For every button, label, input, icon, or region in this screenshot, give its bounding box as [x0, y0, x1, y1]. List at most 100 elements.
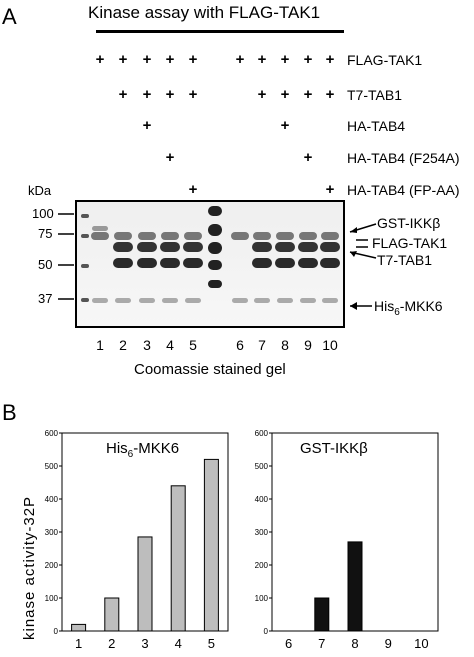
plus-sign: +: [142, 51, 152, 68]
mkk6-prefix: His: [374, 298, 395, 314]
row-label-t7-tab1: T7-TAB1: [347, 87, 402, 103]
bar: [104, 597, 120, 632]
chart-gst-ikkb: 0 100 200 300 400 500 600 6 7 8 9 10: [255, 429, 439, 651]
y-axis-label-main: kinase activity-: [21, 525, 38, 640]
gel-band: [113, 242, 133, 252]
gel-band: [253, 232, 271, 240]
x-tick-label: 2: [108, 636, 115, 651]
gel-band: [252, 258, 272, 268]
gel-band: [322, 298, 338, 303]
panel-a-letter: A: [2, 4, 17, 29]
gel-band: [160, 242, 180, 252]
gel-band: [81, 298, 89, 302]
y-tick-label: 400: [45, 495, 59, 504]
y-tick-label: 600: [45, 429, 59, 438]
gel-band: [138, 232, 156, 240]
panel-b-letter: B: [2, 400, 17, 425]
plus-sign: +: [165, 149, 175, 166]
gel-band: [300, 298, 316, 303]
x-tick-label: 10: [414, 636, 428, 651]
gel-band: [252, 242, 272, 252]
chart-his6-mkk6: 0 100 200 300 400 500 600 1 2 3 4 5: [45, 429, 229, 651]
plus-sign: +: [303, 86, 313, 103]
gel-band: [275, 258, 295, 268]
plus-sign: +: [280, 51, 290, 68]
y-axis-label-sup: 32P: [21, 495, 38, 526]
y-tick-label: 600: [255, 429, 269, 438]
plus-sign: +: [118, 86, 128, 103]
y-tick-label: 500: [45, 462, 59, 471]
bar: [170, 485, 186, 632]
plus-sign: +: [188, 181, 198, 198]
marker-ticks: [58, 213, 377, 310]
gel-band: [114, 232, 132, 240]
x-tick-label: 6: [285, 636, 292, 651]
band-label-t7-tab1: T7-TAB1: [377, 252, 432, 268]
y-tick-label: 0: [54, 627, 59, 636]
plus-sign: +: [325, 181, 335, 198]
marker-100: 100: [32, 206, 54, 221]
gel-band: [137, 258, 157, 268]
gel-band: [298, 242, 318, 252]
chart1-title-suffix: -MKK6: [133, 440, 180, 457]
gel-band: [81, 234, 89, 238]
plus-sign: +: [165, 86, 175, 103]
lane-number: 6: [236, 337, 244, 353]
mkk6-suffix: -MKK6: [399, 298, 443, 314]
band-label-flag-tak1: FLAG-TAK1: [372, 235, 448, 251]
gel-band: [254, 298, 270, 303]
y-tick-label: 200: [255, 561, 269, 570]
x-tick-label: 8: [351, 636, 358, 651]
band-label-gst-ikkb: GST-IKKβ: [377, 215, 441, 231]
band-label-his6-mkk6: His6-MKK6: [374, 299, 443, 318]
y-tick-label: 300: [255, 528, 269, 537]
plus-sign: +: [325, 51, 335, 68]
gel-band: [208, 242, 222, 254]
plus-sign: +: [118, 51, 128, 68]
gel-band: [275, 242, 295, 252]
gel-band: [208, 280, 222, 288]
gel-band: [161, 232, 179, 240]
gel-band: [183, 258, 203, 268]
y-tick-label: 300: [45, 528, 59, 537]
x-tick-label: 7: [318, 636, 325, 651]
lane-number: 1: [96, 337, 104, 353]
gel-band: [183, 242, 203, 252]
x-tick-label: 5: [208, 636, 215, 651]
lane-number: 7: [258, 337, 266, 353]
lane-number: 10: [322, 337, 338, 353]
y-tick-label: 400: [255, 495, 269, 504]
y-tick-label: 0: [264, 627, 269, 636]
gel-band: [208, 260, 222, 270]
mkk6-sub: 6: [394, 306, 400, 318]
bar: [71, 623, 87, 632]
y-tick-label: 100: [255, 594, 269, 603]
lane-number: 9: [304, 337, 312, 353]
gel-band: [113, 258, 133, 268]
plus-sign: +: [280, 117, 290, 134]
plus-sign: +: [257, 51, 267, 68]
gel-band: [160, 258, 180, 268]
gel-band: [81, 264, 89, 268]
x-tick-label: 1: [75, 636, 82, 651]
gel-band: [231, 232, 249, 240]
gel-band: [184, 232, 202, 240]
y-tick-label: 500: [255, 462, 269, 471]
plus-sign: +: [280, 86, 290, 103]
chart1-title: His6-MKK6: [106, 441, 179, 460]
gel-band: [92, 226, 108, 231]
gel-band: [321, 232, 339, 240]
gel-band: [277, 298, 293, 303]
row-label-ha-tab4: HA-TAB4: [347, 118, 406, 134]
marker-37: 37: [38, 291, 53, 306]
gel-band: [137, 242, 157, 252]
gel-band: [208, 224, 222, 236]
lane-number: 3: [143, 337, 151, 353]
gel-band: [162, 298, 178, 303]
row-label-flag-tak1: FLAG-TAK1: [347, 52, 423, 68]
row-label-ha-tab4-f254a: HA-TAB4 (F254A): [347, 150, 460, 166]
bar: [137, 536, 153, 632]
plus-sign: +: [188, 51, 198, 68]
bar: [314, 597, 330, 632]
chart1-title-prefix: His: [106, 440, 128, 457]
